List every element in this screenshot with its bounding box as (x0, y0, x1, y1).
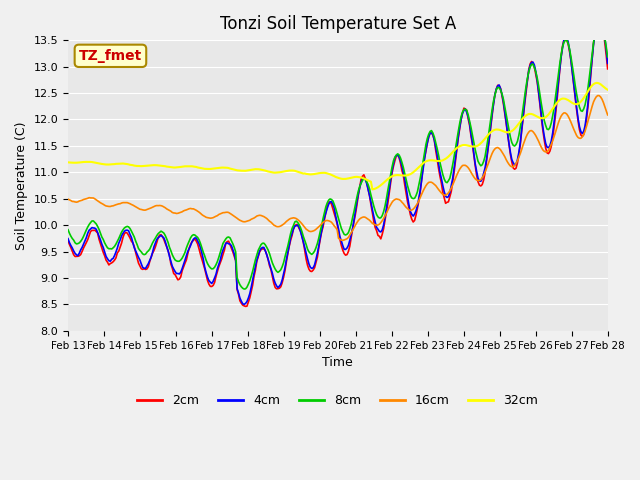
32cm (602, 86, 610, 92)
Legend: 2cm, 4cm, 8cm, 16cm, 32cm: 2cm, 4cm, 8cm, 16cm, 32cm (132, 389, 543, 412)
16cm (343, 236, 351, 241)
16cm (594, 93, 602, 98)
Line: 4cm: 4cm (68, 13, 607, 304)
Line: 2cm: 2cm (68, 12, 607, 306)
4cm (64, 236, 72, 241)
32cm (593, 80, 600, 86)
2cm (604, 66, 611, 72)
Line: 32cm: 32cm (68, 83, 607, 190)
2cm (64, 238, 72, 243)
8cm (450, 154, 458, 160)
8cm (343, 231, 351, 237)
16cm (602, 108, 610, 114)
16cm (604, 112, 611, 118)
2cm (99, 250, 107, 255)
4cm (531, 62, 538, 68)
32cm (342, 176, 349, 182)
32cm (369, 187, 376, 192)
4cm (240, 301, 248, 307)
4cm (604, 60, 611, 66)
8cm (531, 65, 538, 71)
16cm (339, 238, 347, 243)
2cm (595, 9, 603, 14)
4cm (83, 235, 90, 240)
16cm (99, 202, 107, 207)
4cm (450, 166, 458, 172)
16cm (64, 196, 72, 202)
8cm (240, 286, 248, 292)
X-axis label: Time: Time (323, 356, 353, 369)
2cm (531, 64, 538, 70)
8cm (99, 237, 107, 242)
32cm (450, 148, 458, 154)
16cm (450, 179, 458, 184)
Y-axis label: Soil Temperature (C): Soil Temperature (C) (15, 121, 28, 250)
2cm (83, 240, 90, 245)
16cm (83, 196, 90, 202)
2cm (602, 52, 610, 58)
2cm (343, 252, 351, 257)
8cm (83, 227, 90, 233)
32cm (64, 159, 72, 165)
16cm (531, 131, 538, 136)
32cm (531, 112, 538, 118)
4cm (343, 245, 351, 251)
Line: 8cm: 8cm (68, 19, 607, 289)
8cm (602, 44, 610, 50)
Text: TZ_fmet: TZ_fmet (79, 49, 142, 63)
32cm (604, 87, 611, 93)
Title: Tonzi Soil Temperature Set A: Tonzi Soil Temperature Set A (220, 15, 456, 33)
8cm (64, 227, 72, 233)
32cm (99, 161, 107, 167)
4cm (99, 245, 107, 251)
4cm (602, 47, 610, 52)
2cm (242, 303, 250, 309)
8cm (596, 16, 604, 22)
32cm (83, 159, 90, 165)
4cm (595, 10, 603, 16)
2cm (450, 170, 458, 176)
8cm (604, 54, 611, 60)
Line: 16cm: 16cm (68, 96, 607, 240)
